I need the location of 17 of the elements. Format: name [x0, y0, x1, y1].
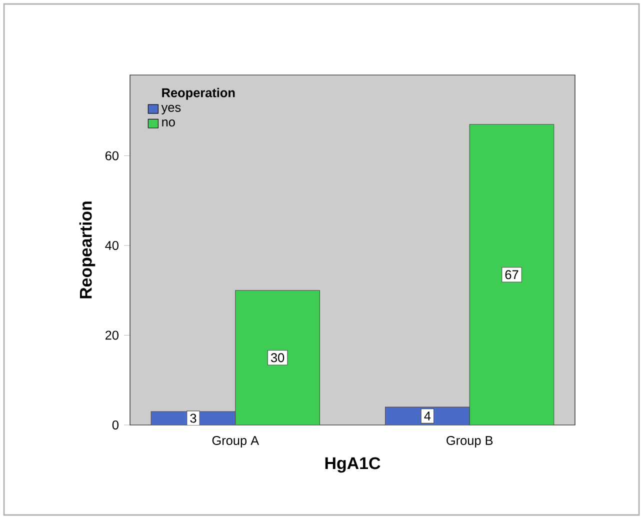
x-tick-label: Group A [212, 436, 260, 448]
y-tick-label: 20 [105, 330, 118, 340]
x-tick-label: Group B [446, 436, 493, 448]
legend-title: Reoperation [162, 88, 235, 100]
bar [235, 290, 320, 425]
y-axis-title: Reopeartion [79, 202, 96, 298]
data-label: 4 [424, 412, 431, 420]
bar [469, 124, 554, 425]
legend-label: yes [161, 104, 181, 114]
y-tick-label: 60 [105, 151, 118, 160]
y-tick-label: 40 [105, 241, 118, 250]
data-label: 67 [505, 270, 518, 280]
x-axis-title: HgA1C [325, 457, 380, 473]
data-label: 30 [270, 353, 284, 362]
y-tick-label: 0 [112, 420, 118, 430]
data-label: 3 [190, 414, 196, 423]
legend-label: no [162, 120, 175, 126]
